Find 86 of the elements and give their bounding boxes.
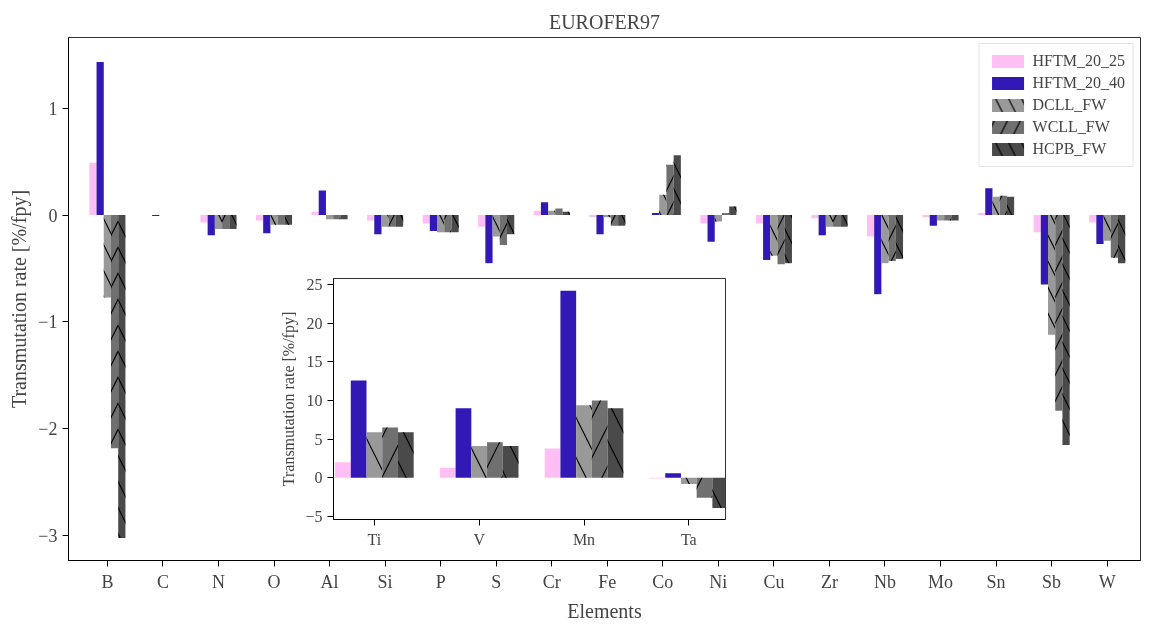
y-tick-label: 10 — [306, 392, 323, 410]
y-tick-label: 0 — [314, 469, 323, 487]
x-axis-title: Elements — [567, 599, 642, 622]
legend-label: WCLL_FW — [1032, 118, 1110, 136]
y-tick-label: −3 — [38, 526, 58, 547]
bar — [985, 188, 993, 216]
bar — [544, 448, 561, 478]
bar — [263, 215, 271, 234]
legend-label: HFTM_20_40 — [1032, 74, 1125, 92]
x-tick-label: Sn — [986, 571, 1006, 592]
bar — [96, 62, 104, 216]
x-tick-label: Zr — [820, 571, 838, 592]
y-tick-label: 5 — [314, 430, 323, 448]
bar — [255, 215, 264, 221]
bar — [700, 215, 708, 224]
legend-label: HCPB_FW — [1032, 140, 1107, 158]
x-tick-label: W — [1098, 571, 1116, 592]
bar — [560, 290, 577, 478]
y-axis-title: Transmutation rate [%/fpy] — [280, 311, 299, 487]
bar — [533, 210, 541, 216]
x-tick-label: P — [435, 571, 446, 592]
x-tick-label: Cu — [763, 571, 785, 592]
bar — [707, 215, 715, 242]
bar — [755, 215, 764, 224]
bar — [200, 215, 208, 223]
y-tick-label: 1 — [48, 98, 58, 119]
x-tick-label: B — [101, 571, 114, 592]
x-tick-label: Mo — [928, 571, 954, 592]
bar — [665, 473, 681, 478]
bar — [367, 215, 375, 221]
y-axis-title: Transmutation rate [%/fpy] — [8, 189, 32, 409]
bar — [922, 215, 930, 218]
bar — [207, 215, 215, 236]
legend-label: HFTM_20_25 — [1032, 52, 1125, 70]
y-tick-label: 20 — [306, 314, 323, 332]
x-tick-label: Sb — [1042, 571, 1062, 592]
x-tick-label: Al — [320, 571, 339, 592]
x-tick-label: S — [491, 571, 502, 592]
x-tick-label: Fe — [598, 571, 617, 592]
x-tick-label: V — [473, 530, 486, 548]
bar — [439, 467, 456, 478]
bar — [311, 211, 319, 216]
y-tick-label: −1 — [38, 312, 58, 333]
bar — [455, 408, 472, 478]
bar — [350, 380, 367, 478]
bar — [1096, 215, 1104, 244]
legend-label: DCLL_FW — [1032, 96, 1107, 114]
bar — [811, 215, 819, 219]
bar — [1089, 215, 1097, 223]
y-tick-label: 15 — [306, 353, 323, 371]
x-tick-label: Si — [377, 571, 393, 592]
x-tick-label: C — [156, 571, 169, 592]
x-tick-label: Nb — [874, 571, 896, 592]
bar — [978, 212, 986, 216]
x-tick-label: N — [211, 571, 225, 592]
x-tick-label: Cr — [542, 571, 561, 592]
bar — [596, 215, 604, 235]
y-tick-label: 25 — [306, 276, 323, 294]
bar — [540, 202, 549, 216]
bar — [589, 215, 597, 218]
chart-title: EUROFER97 — [548, 10, 661, 33]
bar — [651, 212, 660, 216]
y-tick-label: −5 — [305, 507, 323, 525]
x-tick-label: Ni — [709, 571, 728, 592]
bar — [485, 215, 493, 264]
y-tick-label: −2 — [38, 419, 58, 440]
bar — [866, 215, 875, 237]
bar — [818, 215, 826, 236]
bar — [929, 215, 937, 226]
bar — [1040, 215, 1049, 285]
bar — [89, 162, 97, 216]
bar — [874, 215, 882, 295]
x-tick-label: O — [267, 571, 281, 592]
y-tick-label: 0 — [48, 205, 58, 226]
bar — [335, 462, 351, 478]
x-tick-label: Ti — [367, 530, 382, 548]
bar — [422, 215, 430, 224]
bar — [763, 215, 771, 260]
bar — [478, 215, 486, 227]
x-tick-label: Ta — [680, 530, 697, 548]
bar — [1033, 215, 1041, 233]
bar — [429, 215, 438, 232]
bar — [318, 190, 326, 216]
x-tick-label: Mn — [572, 530, 596, 548]
bar — [374, 215, 382, 235]
x-tick-label: Co — [652, 571, 674, 592]
